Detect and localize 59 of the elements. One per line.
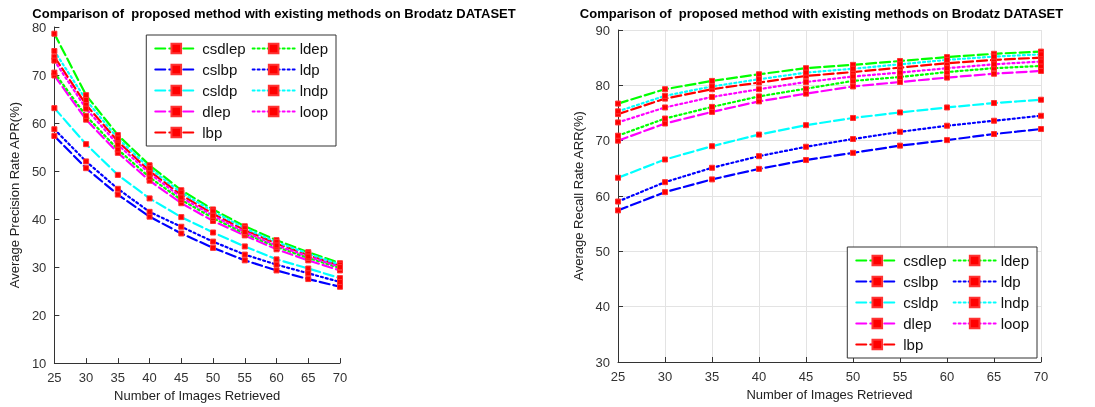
x-tick-label: 45: [174, 370, 189, 386]
x-tick-label: 30: [657, 369, 673, 384]
y-tick-label: 30: [31, 259, 47, 275]
x-axis-title: Number of Images Retrieved: [746, 386, 913, 402]
x-tick-label: 65: [301, 370, 316, 386]
x-tick-label: 60: [269, 370, 284, 386]
legend-label: lbp: [202, 124, 223, 141]
y-tick-label: 40: [595, 299, 610, 315]
y-tick-label: 50: [31, 163, 47, 179]
x-tick-label: 45: [798, 369, 814, 384]
x-tick-label: 70: [1033, 369, 1049, 384]
x-tick-label: 35: [110, 370, 126, 386]
x-tick-label: 55: [892, 369, 908, 384]
legend-label: ldp: [1000, 273, 1021, 290]
legend-label: lndp: [299, 82, 328, 99]
y-tick-label: 60: [595, 188, 610, 204]
legend-label: dlep: [202, 103, 231, 120]
chart-title: Comparison of proposed method with existing methods on Brodatz DATASET: [579, 6, 1064, 21]
y-tick-label: 10: [31, 355, 47, 371]
y-tick-label: 40: [31, 211, 47, 227]
legend-label: ldp: [299, 61, 320, 78]
legend-label: csldp: [202, 82, 238, 99]
legend-label: cslbp: [903, 273, 939, 290]
y-tick-label: 80: [31, 19, 47, 35]
legend-label: csdlep: [202, 40, 246, 57]
y-tick-label: 70: [31, 67, 47, 83]
chart-title: Comparison of proposed method with existing methods on Brodatz DATASET: [32, 6, 516, 21]
x-tick-label: 25: [610, 369, 626, 384]
legend-label: lndp: [1000, 294, 1029, 311]
x-tick-label: 40: [751, 369, 767, 384]
legend-label: dlep: [903, 315, 932, 332]
legend-label: ldep: [299, 40, 328, 57]
x-axis-title: Number of Images Retrieved: [114, 388, 281, 403]
x-tick-label: 60: [939, 369, 955, 384]
legend-label: lbp: [903, 336, 924, 353]
y-tick-label: 30: [595, 354, 610, 370]
legend-label: ldep: [1000, 252, 1029, 269]
legend-label: cslbp: [202, 61, 238, 78]
x-tick-label: 70: [332, 370, 348, 386]
x-tick-label: 30: [78, 370, 94, 386]
y-tick-label: 50: [595, 243, 610, 259]
legend-label: loop: [1000, 315, 1029, 332]
y-axis-title: Average Precision Rate APR(%): [7, 101, 22, 289]
x-tick-label: 50: [845, 369, 861, 384]
x-tick-label: 25: [47, 370, 62, 386]
x-tick-label: 65: [986, 369, 1002, 384]
legend-label: loop: [299, 103, 328, 120]
y-tick-label: 90: [595, 22, 610, 38]
legend-label: csdlep: [903, 252, 947, 269]
legend-label: csldp: [903, 294, 939, 311]
y-tick-label: 60: [31, 115, 47, 131]
y-tick-label: 70: [595, 133, 610, 149]
y-tick-label: 80: [595, 77, 610, 93]
x-tick-label: 35: [704, 369, 720, 384]
x-tick-label: 40: [142, 370, 157, 386]
y-axis-title: Average Recall Rate ARR(%): [570, 111, 586, 281]
x-tick-label: 50: [205, 370, 221, 386]
y-tick-label: 20: [31, 307, 47, 323]
x-tick-label: 55: [237, 370, 253, 386]
